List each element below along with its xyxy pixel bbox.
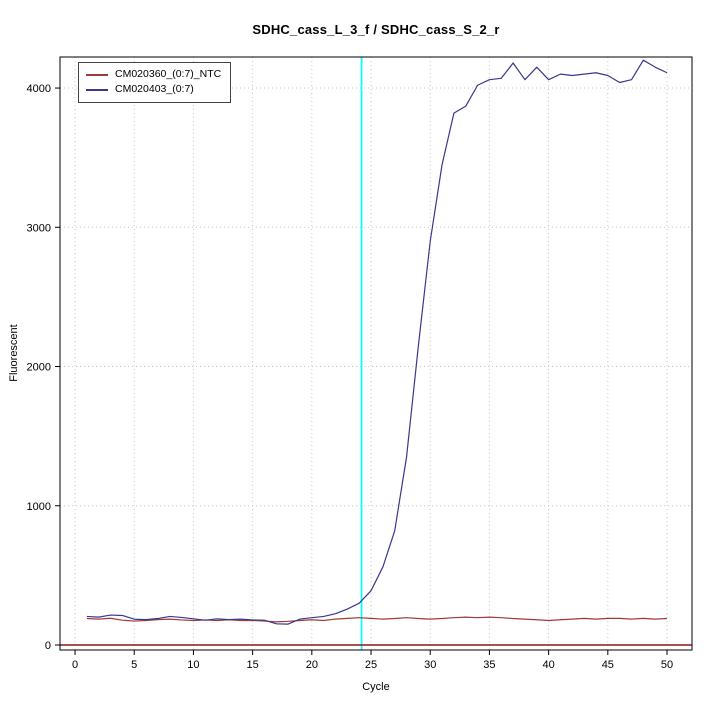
- legend: CM020360_(0:7)_NTC CM020403_(0:7): [78, 62, 232, 103]
- x-tick-label: 30: [424, 659, 436, 671]
- x-tick-label: 25: [365, 659, 377, 671]
- legend-line-swatch-ntc: [86, 73, 108, 76]
- legend-line-swatch-sample: [86, 88, 108, 91]
- x-tick-label: 10: [187, 659, 199, 671]
- x-tick-label: 45: [602, 659, 614, 671]
- legend-label-sample: CM020403_(0:7): [115, 83, 194, 95]
- series-line-0: [86, 616, 668, 623]
- x-tick-label: 40: [542, 659, 554, 671]
- y-axis-label: Fluorescent: [8, 324, 20, 382]
- series-line-1: [86, 59, 668, 625]
- x-tick-label: 5: [131, 659, 137, 671]
- y-tick-label: 3000: [27, 222, 51, 234]
- x-tick-label: 0: [72, 659, 78, 671]
- x-tick-label: 20: [306, 659, 318, 671]
- x-tick-label: 50: [661, 659, 673, 671]
- legend-item-sample: CM020403_(0:7): [86, 82, 221, 97]
- x-axis-label: Cycle: [362, 681, 390, 693]
- x-tick-label: 35: [483, 659, 495, 671]
- x-tick-label: 15: [247, 659, 259, 671]
- y-tick-label: 1000: [27, 501, 51, 513]
- chart-title: SDHC_cass_L_3_f / SDHC_cass_S_2_r: [252, 22, 500, 37]
- y-tick-label: 4000: [27, 83, 51, 95]
- y-tick-label: 0: [45, 640, 51, 652]
- y-tick-label: 2000: [27, 362, 51, 374]
- plot-border: [59, 56, 693, 651]
- legend-label-ntc: CM020360_(0:7)_NTC: [115, 68, 222, 80]
- legend-item-ntc: CM020360_(0:7)_NTC: [86, 67, 221, 82]
